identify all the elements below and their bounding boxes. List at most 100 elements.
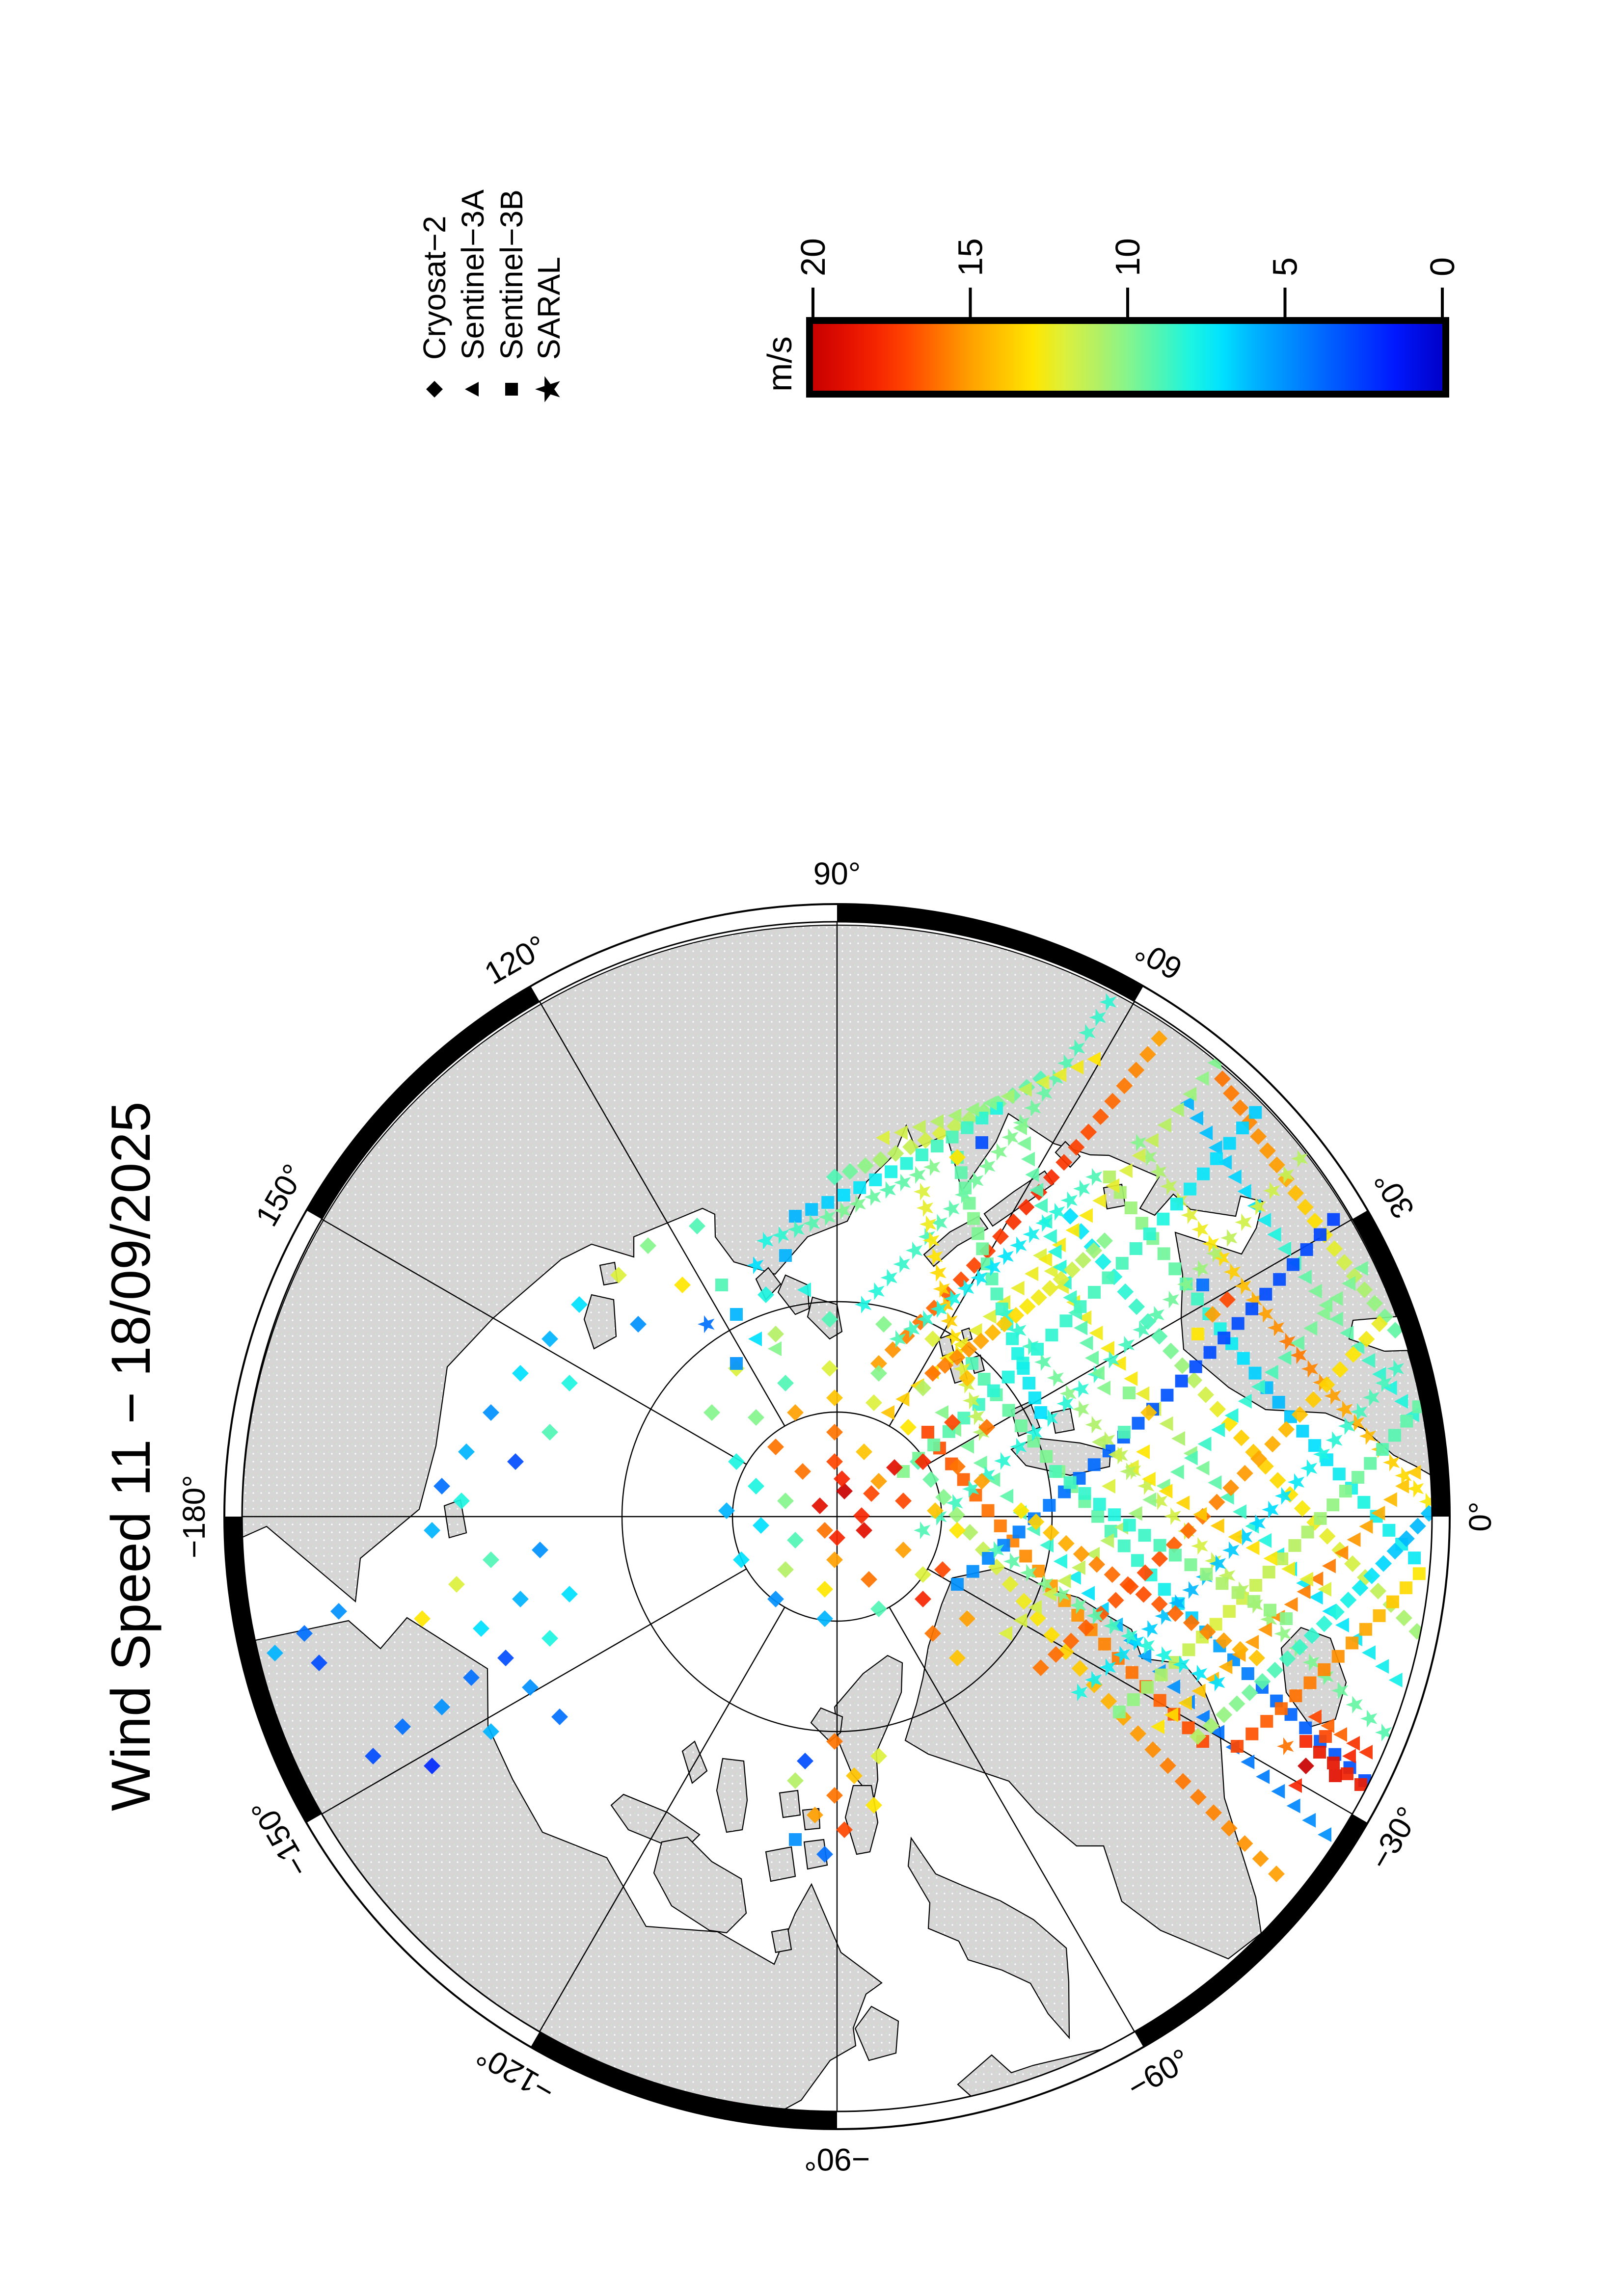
cryosat2-point: [895, 1542, 912, 1558]
sentinel3a-point: [968, 1323, 982, 1338]
cryosat2-point: [875, 1316, 892, 1333]
cryosat2-point: [1073, 1546, 1090, 1563]
saral-point: [1155, 1607, 1172, 1625]
cryosat2-point: [1305, 1391, 1322, 1408]
colorbar-tick-label: 5: [1266, 257, 1304, 276]
sentinel3b-point: [946, 1130, 959, 1144]
cryosat2-point: [1222, 1479, 1240, 1496]
meridian-line: [539, 1606, 785, 2032]
sentinel3b-point: [1117, 1539, 1131, 1552]
cryosat2-point: [1041, 1280, 1058, 1297]
legend-label: Cryosat−2: [417, 216, 452, 360]
sentinel3a-point: [1000, 1489, 1014, 1504]
cryosat2-point: [1356, 1281, 1373, 1298]
cryosat2-point: [1092, 1108, 1109, 1125]
cryosat2-point: [1190, 1728, 1206, 1745]
sentinel3a-point: [1361, 1353, 1376, 1368]
cryosat2-point: [1117, 1283, 1134, 1300]
cryosat2-point: [960, 1341, 977, 1358]
sentinel3b-point: [1346, 1636, 1359, 1650]
sentinel3a-point: [1035, 1075, 1050, 1090]
sentinel3a-point: [1118, 1163, 1133, 1178]
saral-point: [1137, 1477, 1155, 1495]
sentinel3a-point: [1001, 1089, 1015, 1104]
sentinel3a-point: [1218, 1155, 1232, 1170]
cryosat2-point: [483, 1723, 499, 1740]
sentinel3a-point: [1303, 1321, 1318, 1336]
saral-point: [1162, 1290, 1179, 1308]
sentinel3a-point: [1057, 1574, 1071, 1589]
cryosat2-point: [1236, 1835, 1253, 1852]
sentinel3b-point: [915, 1148, 928, 1162]
land-masses: [242, 924, 1432, 2110]
saral-point: [1160, 1177, 1177, 1196]
saral-point: [1205, 1552, 1222, 1570]
cryosat2-point: [1013, 1502, 1029, 1519]
triangle-icon: [465, 382, 479, 397]
saral-point: [973, 1423, 990, 1442]
saral-point: [1053, 1586, 1070, 1604]
longitude-label: 30°: [1367, 1166, 1421, 1225]
cryosat2-point: [1294, 1500, 1311, 1517]
cryosat2-point: [1139, 1046, 1156, 1063]
sentinel3a-point: [973, 1455, 987, 1470]
cryosat2-point: [1080, 1123, 1097, 1141]
saral-point: [1009, 1321, 1027, 1339]
sentinel3a-point: [1335, 1618, 1349, 1633]
land-polygon: [716, 1758, 748, 1833]
cryosat2-point: [1063, 1261, 1081, 1279]
sentinel3b-point: [985, 1272, 999, 1285]
cryosat2-point: [834, 1470, 850, 1487]
sentinel3b-point: [1248, 1366, 1262, 1380]
sentinel3b-point: [1329, 1769, 1342, 1782]
sentinel3a-point: [1034, 1198, 1048, 1213]
sentinel3a-point: [1299, 1572, 1313, 1587]
cryosat2-point: [1291, 1406, 1308, 1423]
sentinel3b-point: [1124, 1201, 1137, 1214]
cryosat2-point: [1042, 1524, 1059, 1541]
sentinel3b-point: [1191, 1328, 1204, 1340]
saral-point: [1047, 1369, 1064, 1387]
cryosat2-point: [1264, 1436, 1281, 1453]
cryosat2-point: [1174, 1357, 1191, 1374]
saral-point: [1274, 1625, 1291, 1643]
sentinel3a-point: [1211, 1422, 1225, 1438]
cryosat2-point: [1248, 1650, 1265, 1666]
cryosat2-point: [826, 1389, 843, 1406]
sentinel3b-point: [1314, 1512, 1327, 1525]
sentinel3b-point: [715, 1279, 728, 1291]
sentinel3a-point: [1078, 1310, 1092, 1325]
saral-point: [1022, 1337, 1039, 1356]
sentinel3a-point: [1210, 1518, 1224, 1533]
saral-point: [1191, 1220, 1209, 1238]
sentinel3a-point: [1171, 1431, 1186, 1446]
sentinel3b-point: [1231, 1586, 1244, 1599]
sentinel3a-point: [1144, 1133, 1159, 1148]
saral-point: [957, 1279, 974, 1297]
sentinel3a-point: [1170, 1465, 1184, 1480]
saral-point: [1024, 1099, 1041, 1117]
saral-point: [1073, 1179, 1090, 1198]
sentinel3b-point: [885, 1165, 898, 1178]
saral-point: [1209, 1554, 1226, 1573]
star-icon: [535, 376, 560, 402]
sentinel3b-point: [1104, 1524, 1117, 1538]
land-polygon: [771, 1928, 792, 1953]
cryosat2-point: [753, 1517, 769, 1534]
land-polygon: [765, 1846, 796, 1882]
sentinel3a-point: [1227, 1169, 1242, 1184]
sentinel3b-point: [1087, 1458, 1101, 1471]
land-polygon: [1055, 1141, 1081, 1168]
cryosat2-point: [866, 1797, 882, 1814]
sentinel3a-point: [1013, 1613, 1028, 1628]
sentinel3b-point: [995, 1302, 1008, 1315]
cryosat2-point: [1190, 1789, 1207, 1806]
saral-point: [990, 1143, 1007, 1161]
saral-point: [1085, 1671, 1102, 1689]
cryosat2-point: [512, 1365, 529, 1382]
sentinel3a-point: [881, 1405, 894, 1420]
land-polygon: [242, 924, 1432, 1603]
cryosat2-point: [777, 1493, 794, 1509]
sentinel3b-point: [1359, 1623, 1372, 1636]
